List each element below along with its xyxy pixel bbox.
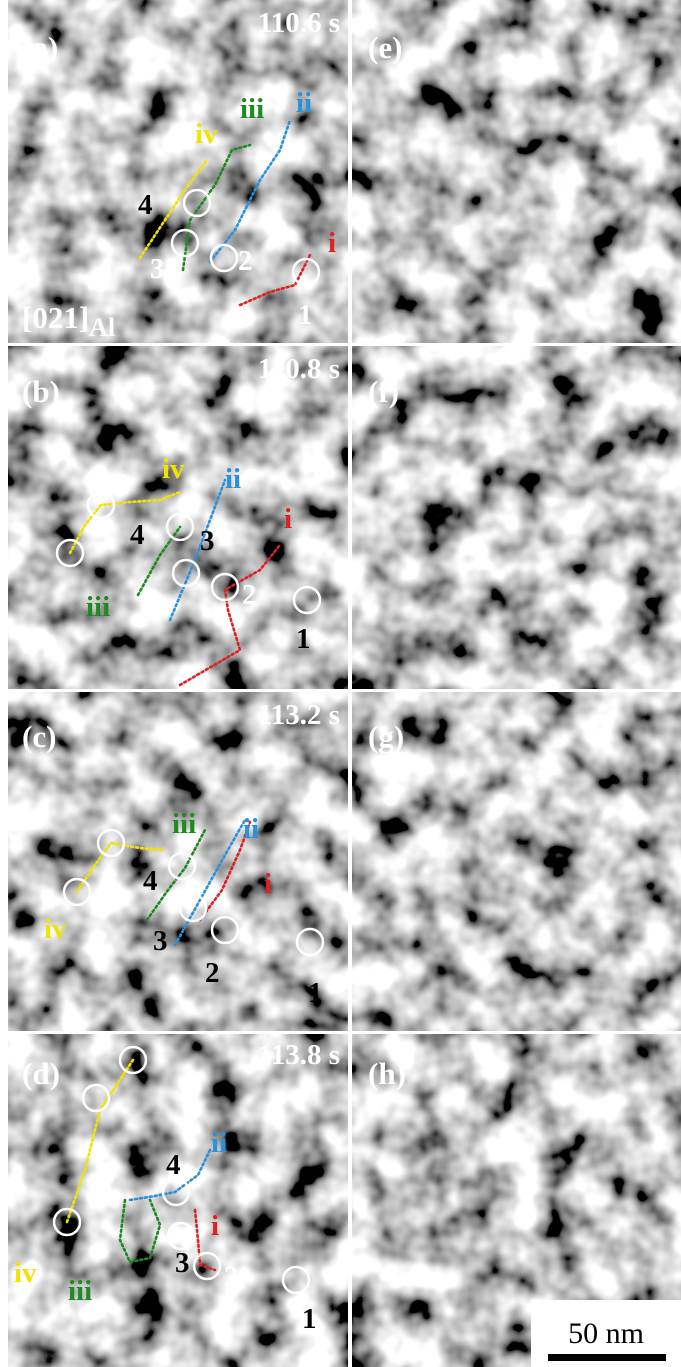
annotation: 4 bbox=[143, 865, 158, 897]
annotation: ii bbox=[211, 1127, 227, 1159]
image-tile bbox=[8, 0, 348, 343]
annotation: iv bbox=[195, 118, 218, 150]
annotation: i bbox=[264, 868, 272, 900]
annotation: 1 bbox=[296, 623, 311, 655]
time-label: 110.6 s bbox=[258, 7, 340, 39]
separator bbox=[0, 343, 681, 346]
annotation: 3 bbox=[175, 1247, 190, 1279]
image-tile bbox=[352, 346, 681, 689]
tiles bbox=[8, 0, 681, 1367]
annotation: ii bbox=[296, 87, 312, 119]
annotation: iv bbox=[14, 1257, 37, 1289]
annotation: 4 bbox=[166, 1149, 181, 1181]
annotation: 1 bbox=[298, 299, 313, 331]
scale-bar-line bbox=[548, 1354, 666, 1361]
panel-label: (a) bbox=[22, 30, 58, 65]
separator bbox=[348, 0, 352, 1367]
annotation: iii bbox=[86, 591, 110, 623]
annotation: iii bbox=[68, 1275, 92, 1307]
annotation: i bbox=[284, 503, 292, 535]
separator bbox=[0, 1031, 681, 1034]
annotation: 3 bbox=[200, 525, 215, 557]
annotation: 2 bbox=[238, 245, 253, 277]
annotation: i bbox=[211, 1210, 219, 1242]
panel-label: (c) bbox=[22, 719, 56, 754]
annotation: 2 bbox=[205, 957, 220, 989]
separator bbox=[0, 689, 681, 692]
time-label: 113.8 s bbox=[258, 1039, 340, 1071]
scale-bar: 50 nm bbox=[531, 1300, 681, 1367]
orientation-text: [021] bbox=[22, 300, 89, 335]
annotation: 2 bbox=[242, 579, 257, 611]
annotation: ii bbox=[243, 813, 259, 845]
panel-label: (d) bbox=[22, 1056, 60, 1091]
figure: (a) 110.6 s iv iii ii i 4 3 2 1 [021]Al … bbox=[0, 0, 681, 1367]
page: {"panels":[ {"label":"(a)","time":"110.6… bbox=[0, 0, 681, 1367]
annotation: 3 bbox=[150, 253, 165, 285]
annotation: 1 bbox=[302, 1303, 317, 1335]
image-tile bbox=[8, 692, 348, 1031]
scale-bar-label: 50 nm bbox=[568, 1317, 644, 1350]
panel-label: (e) bbox=[368, 30, 402, 65]
annotation: iii bbox=[172, 808, 196, 840]
annotation: 4 bbox=[138, 189, 153, 221]
annotation: 3 bbox=[153, 925, 168, 957]
panel-label: (g) bbox=[368, 719, 404, 754]
orientation-subscript: Al bbox=[89, 313, 115, 342]
panel-label: (b) bbox=[22, 374, 60, 409]
time-label: 110.8 s bbox=[258, 353, 340, 385]
annotation: 2 bbox=[224, 1261, 239, 1293]
annotation: iv bbox=[162, 453, 185, 485]
panel-label: (h) bbox=[368, 1056, 406, 1091]
annotation: iii bbox=[240, 93, 264, 125]
annotation: 1 bbox=[308, 977, 323, 1009]
panel-label: (f) bbox=[368, 374, 399, 409]
annotation: ii bbox=[225, 463, 241, 495]
annotation: 4 bbox=[130, 519, 145, 551]
annotation: i bbox=[328, 227, 336, 259]
time-label: 113.2 s bbox=[258, 699, 340, 731]
annotation: iv bbox=[44, 913, 67, 945]
